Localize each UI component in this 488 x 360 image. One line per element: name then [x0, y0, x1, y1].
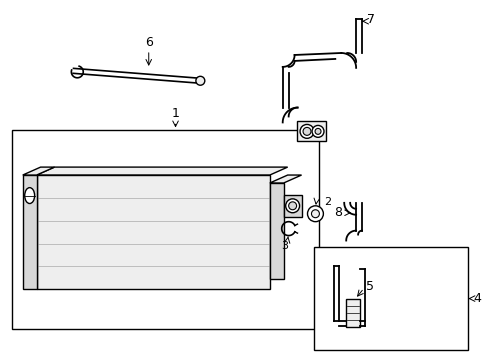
Text: 5: 5 [366, 280, 373, 293]
Ellipse shape [25, 188, 35, 203]
Circle shape [196, 76, 204, 85]
Circle shape [311, 125, 324, 137]
Polygon shape [269, 183, 283, 279]
Bar [12, 130, 319, 329]
Circle shape [300, 125, 313, 138]
Polygon shape [269, 175, 301, 183]
Text: 7: 7 [366, 13, 374, 26]
Circle shape [285, 199, 299, 213]
Circle shape [288, 202, 296, 210]
Text: 3: 3 [281, 240, 287, 251]
Text: 1: 1 [171, 108, 179, 121]
Circle shape [314, 129, 320, 134]
Polygon shape [37, 175, 269, 289]
Polygon shape [37, 167, 287, 175]
Text: 2: 2 [324, 197, 331, 207]
Bar [296, 121, 325, 141]
Bar [346, 299, 359, 327]
Bar [314, 247, 468, 350]
Bar [283, 195, 301, 217]
Polygon shape [22, 167, 54, 175]
Circle shape [307, 206, 323, 222]
Polygon shape [22, 175, 37, 289]
Circle shape [311, 210, 319, 218]
Text: 8: 8 [334, 206, 342, 219]
Text: 4: 4 [472, 292, 480, 305]
Text: 6: 6 [144, 36, 152, 49]
Circle shape [303, 127, 310, 135]
